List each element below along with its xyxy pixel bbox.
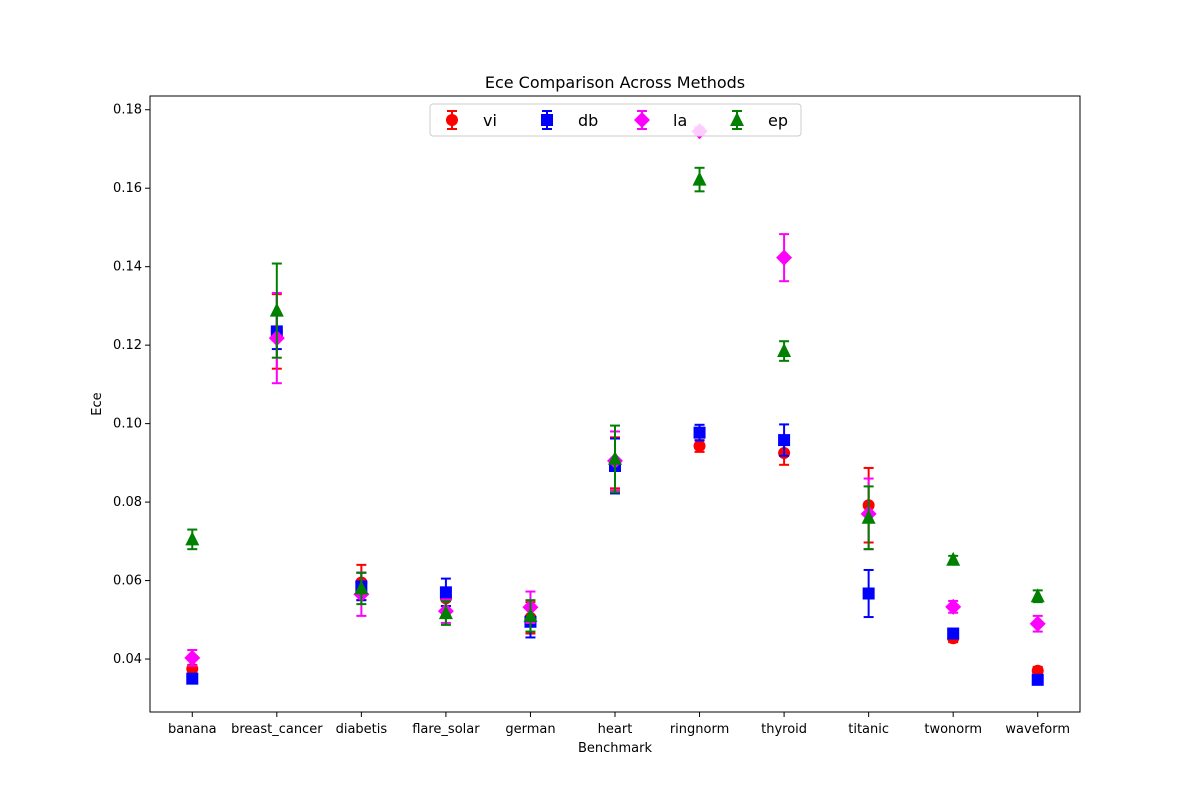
x-tick-label: diabetis [336,722,388,737]
x-tick-label: twonorm [924,722,982,737]
chart-title: Ece Comparison Across Methods [485,73,745,92]
data-point-ep [438,605,453,620]
data-point-vi [693,439,706,452]
plot-frame [149,95,1081,713]
x-tick-label: waveform [1005,722,1070,737]
plot-layer: 0.04 0.06 0.08 0.10 0.12 0.14 0.16 0.18 banana br… [113,103,1070,737]
x-tick-label: ringnorm [670,722,729,737]
data-point-db [778,434,791,447]
legend-entry-ep: ep [730,110,788,130]
data-point-ep [608,450,622,465]
x-axis-label: Benchmark [578,741,653,756]
legend-entry-la: la [634,110,687,130]
x-tick-label: heart [598,722,633,737]
data-point-ep [269,302,284,317]
y-tick-label: 0.14 [113,260,142,275]
x-tick-label: thyroid [761,722,807,737]
y-tick-label: 0.04 [113,652,142,667]
data-point-la [776,249,793,266]
data-point-ep [354,580,369,595]
x-tick-label: banana [168,722,217,737]
legend-label: ep [768,111,788,130]
x-tick-label: german [505,722,555,737]
y-tick-label: 0.10 [113,417,142,432]
y-tick-label: 0.12 [113,338,142,353]
data-point-la [1029,615,1046,632]
legend-box [429,103,802,137]
data-point-ep [185,531,200,546]
x-tick-label: flare_solar [412,722,480,737]
y-tick-label: 0.06 [113,574,142,589]
legend-marker [730,112,744,126]
legend-marker [541,114,553,126]
data-point-la [945,598,962,615]
data-point-ep [523,607,538,622]
x-tick-label: titanic [848,722,889,737]
data-point-la [184,649,201,666]
data-point-db [693,426,706,439]
legend-marker [446,114,458,126]
data-point-ep [1030,588,1045,603]
legend-entry-db: db [541,110,598,130]
series-ep [185,166,1045,633]
data-point-db [862,587,875,600]
data-point-db [1031,673,1044,686]
x-tick-label: breast_cancer [231,722,323,737]
y-tick-label: 0.18 [113,103,142,118]
legend-label: la [673,111,687,130]
data-point-ep [692,171,707,186]
data-point-db [947,627,960,640]
data-point-ep [861,509,876,524]
legend-label: vi [483,111,497,130]
data-point-ep [777,343,792,358]
data-point-db [439,586,452,599]
legend-marker [634,112,650,128]
data-point-db [186,672,199,685]
y-tick-label: 0.16 [113,181,142,196]
data-point-ep [946,551,961,566]
legend-entry-vi: vi [446,110,497,130]
data-point-vi [1031,664,1044,677]
y-tick-label: 0.08 [113,495,142,510]
y-axis-label: Ece [90,392,105,415]
legend: vi db la ep [429,103,802,137]
legend-label: db [578,111,598,130]
